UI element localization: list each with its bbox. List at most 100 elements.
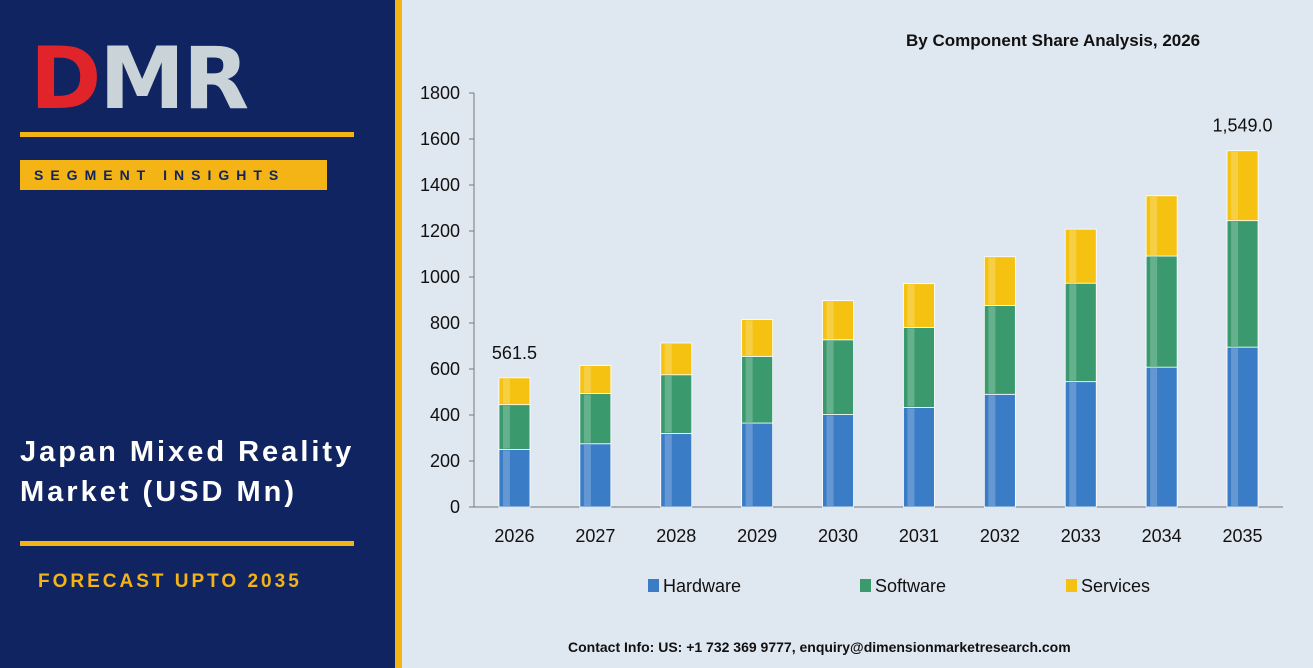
x-tick-label-2028: 2028 bbox=[656, 526, 696, 546]
bar-highlight bbox=[1069, 382, 1077, 506]
x-tick-label-2030: 2030 bbox=[818, 526, 858, 546]
bar-highlight bbox=[583, 394, 591, 443]
y-tick-label: 800 bbox=[430, 313, 460, 333]
y-tick-label: 1000 bbox=[420, 267, 460, 287]
bar-highlight bbox=[1231, 221, 1239, 347]
bar-services-2031 bbox=[903, 283, 935, 328]
legend-swatch-services bbox=[1066, 579, 1077, 592]
bar-highlight bbox=[664, 344, 672, 374]
x-tick-label-2031: 2031 bbox=[899, 526, 939, 546]
bar-highlight bbox=[664, 434, 672, 506]
bar-highlight bbox=[1231, 348, 1239, 506]
x-tick-label-2035: 2035 bbox=[1223, 526, 1263, 546]
bar-highlight bbox=[826, 415, 834, 506]
x-tick-label-2033: 2033 bbox=[1061, 526, 1101, 546]
bar-hardware-2034 bbox=[1145, 366, 1178, 508]
y-tick-label: 1800 bbox=[420, 83, 460, 103]
logo-letter-r: R bbox=[182, 29, 249, 129]
x-tick-label-2034: 2034 bbox=[1142, 526, 1182, 546]
bar-highlight bbox=[907, 408, 915, 506]
bar-highlight bbox=[1150, 368, 1158, 506]
bar-highlight bbox=[988, 306, 996, 394]
left-panel: DMR SEGMENT INSIGHTS Japan Mixed Reality… bbox=[0, 0, 395, 668]
chart-title: By Component Share Analysis, 2026 bbox=[906, 31, 1201, 50]
report-title: Japan Mixed Reality Market (USD Mn) bbox=[20, 436, 355, 508]
chart: 0 200 400 600 800 1000 1200 1400 1600 1800 2026 202… bbox=[420, 83, 1283, 596]
bar-hardware-2030 bbox=[822, 414, 854, 508]
bar-software-2033 bbox=[1064, 282, 1097, 383]
bar-highlight bbox=[1231, 151, 1239, 220]
y-tick-label: 0 bbox=[450, 497, 460, 517]
bar-highlight bbox=[745, 320, 753, 356]
forecast-text: FORECAST UPTO 2035 bbox=[38, 571, 302, 592]
bar-highlight bbox=[907, 284, 915, 327]
bar-hardware-2031 bbox=[903, 407, 935, 508]
bar-services-2033 bbox=[1064, 228, 1097, 284]
dmr-logo: DMR bbox=[30, 29, 249, 129]
bar-highlight bbox=[1069, 230, 1077, 283]
bar-services-2034 bbox=[1145, 195, 1178, 257]
x-tick-label-2027: 2027 bbox=[575, 526, 615, 546]
bar-highlight bbox=[502, 378, 510, 404]
bottom-divider bbox=[20, 541, 354, 546]
bar-software-2029 bbox=[741, 355, 774, 424]
x-tick-label-2032: 2032 bbox=[980, 526, 1020, 546]
bar-highlight bbox=[583, 366, 591, 393]
legend-label-services: Services bbox=[1081, 576, 1150, 596]
bar-services-2030 bbox=[822, 300, 854, 341]
y-tick-label: 1200 bbox=[420, 221, 460, 241]
y-tick-label: 600 bbox=[430, 359, 460, 379]
bar-services-2028 bbox=[660, 342, 693, 376]
legend-swatch-hardware bbox=[648, 579, 659, 592]
bar-services-2035 bbox=[1226, 150, 1259, 222]
bar-highlight bbox=[583, 444, 591, 506]
bar-highlight bbox=[907, 328, 915, 407]
bar-hardware-2033 bbox=[1064, 381, 1097, 508]
bar-highlight bbox=[745, 357, 753, 423]
legend-swatch-software bbox=[860, 579, 871, 592]
x-tick-label-2026: 2026 bbox=[494, 526, 534, 546]
x-tick-label-2029: 2029 bbox=[737, 526, 777, 546]
bar-highlight bbox=[1069, 284, 1077, 381]
bar-services-2026 bbox=[498, 377, 531, 406]
total-label-2026: 561.5 bbox=[492, 343, 537, 363]
bar-hardware-2027 bbox=[579, 443, 612, 508]
bar-software-2034 bbox=[1145, 255, 1178, 368]
bar-services-2027 bbox=[579, 365, 612, 395]
bar-services-2032 bbox=[983, 256, 1016, 306]
bar-highlight bbox=[826, 340, 834, 414]
bar-software-2031 bbox=[903, 326, 935, 408]
y-tick-label: 1600 bbox=[420, 129, 460, 149]
y-tick-label: 1400 bbox=[420, 175, 460, 195]
bar-services-2029 bbox=[741, 319, 774, 357]
contact-info: Contact Info: US: +1 732 369 9777, enqui… bbox=[568, 639, 1071, 655]
bar-highlight bbox=[1150, 257, 1158, 367]
bar-software-2028 bbox=[660, 374, 693, 434]
bar-hardware-2026 bbox=[498, 449, 531, 508]
bar-highlight bbox=[988, 395, 996, 506]
bar-software-2035 bbox=[1226, 220, 1259, 348]
bar-hardware-2032 bbox=[983, 393, 1016, 508]
y-tick-label: 200 bbox=[430, 451, 460, 471]
bar-highlight bbox=[664, 375, 672, 433]
bar-highlight bbox=[988, 257, 996, 305]
bar-highlight bbox=[826, 301, 834, 339]
bar-highlight bbox=[502, 450, 510, 506]
bar-software-2026 bbox=[498, 404, 531, 450]
bar-software-2030 bbox=[822, 339, 854, 415]
bar-highlight bbox=[502, 405, 510, 449]
bar-software-2027 bbox=[579, 393, 612, 445]
top-divider bbox=[20, 132, 354, 137]
legend-label-software: Software bbox=[875, 576, 946, 596]
bar-highlight bbox=[745, 424, 753, 506]
legend-label-hardware: Hardware bbox=[663, 576, 741, 596]
logo-letter-d: D bbox=[30, 29, 101, 129]
segment-insights-tag: SEGMENT INSIGHTS bbox=[20, 160, 327, 190]
total-label-2035: 1,549.0 bbox=[1213, 116, 1273, 136]
accent-strip bbox=[395, 0, 402, 668]
bar-software-2032 bbox=[983, 305, 1016, 395]
bar-hardware-2029 bbox=[741, 422, 774, 508]
logo-letter-m: M bbox=[99, 29, 185, 129]
bar-hardware-2035 bbox=[1226, 346, 1259, 508]
